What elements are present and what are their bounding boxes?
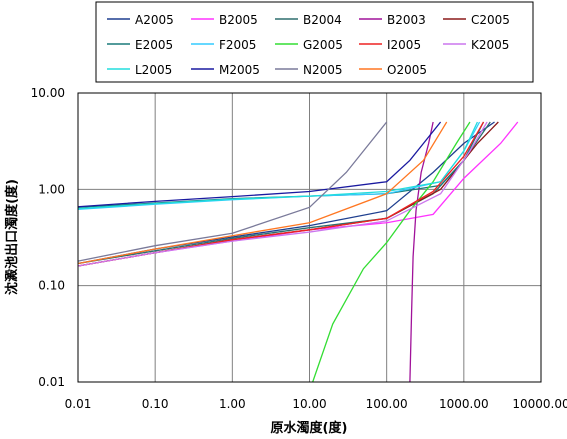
legend-label: B2003: [387, 13, 426, 27]
plot-border: [77, 92, 542, 383]
legend-label: A2005: [135, 13, 174, 27]
series-line-o2005: [77, 121, 448, 265]
y-tick-label: 0.10: [38, 279, 65, 293]
legend-label: G2005: [303, 38, 343, 52]
x-axis-ticks: 0.01 0.10 1.00 10.00 100.00 1000.00 10000.00: [65, 397, 567, 411]
y-tick-label: 1.00: [38, 182, 65, 196]
legend-label: B2005: [219, 13, 258, 27]
x-tick-label: 0.10: [142, 397, 169, 411]
series-line-g2005: [312, 121, 471, 383]
legend-label: B2004: [303, 13, 342, 27]
y-axis-title: 沈澱池出口濁度(度): [4, 179, 20, 295]
series-group: [77, 121, 519, 383]
legend-label: E2005: [135, 38, 173, 52]
y-tick-label: 0.01: [38, 375, 65, 389]
legend-label: F2005: [219, 38, 256, 52]
x-tick-label: 0.01: [65, 397, 92, 411]
y-tick-label: 10.00: [31, 86, 65, 100]
series-line-b2003: [409, 121, 434, 383]
legend-label: M2005: [219, 63, 260, 77]
legend-label: I2005: [387, 38, 421, 52]
legend-box: [95, 1, 534, 83]
y-axis-ticks: 10.00 1.00 0.10 0.01: [31, 86, 65, 389]
legend-label: L2005: [135, 63, 172, 77]
x-tick-label: 10.00: [292, 397, 326, 411]
legend-label: O2005: [387, 63, 427, 77]
x-tick-label: 1.00: [219, 397, 246, 411]
x-tick-label: 10000.00: [512, 397, 567, 411]
x-axis-title: 原水濁度(度): [271, 420, 348, 436]
legend-label: K2005: [471, 38, 509, 52]
series-line-m2005: [77, 121, 442, 208]
x-tick-label: 100.00: [366, 397, 408, 411]
series-line-l2005: [77, 121, 479, 210]
x-tick-label: 1000.00: [439, 397, 489, 411]
legend-label: C2005: [471, 13, 510, 27]
series-line-k2005: [77, 121, 488, 267]
series-line-n2005: [77, 121, 388, 262]
legend: A2005 B2005 B2004 B2003 C2005 E2005 F2005 G2005…: [107, 13, 510, 77]
legend-label: N2005: [303, 63, 343, 77]
